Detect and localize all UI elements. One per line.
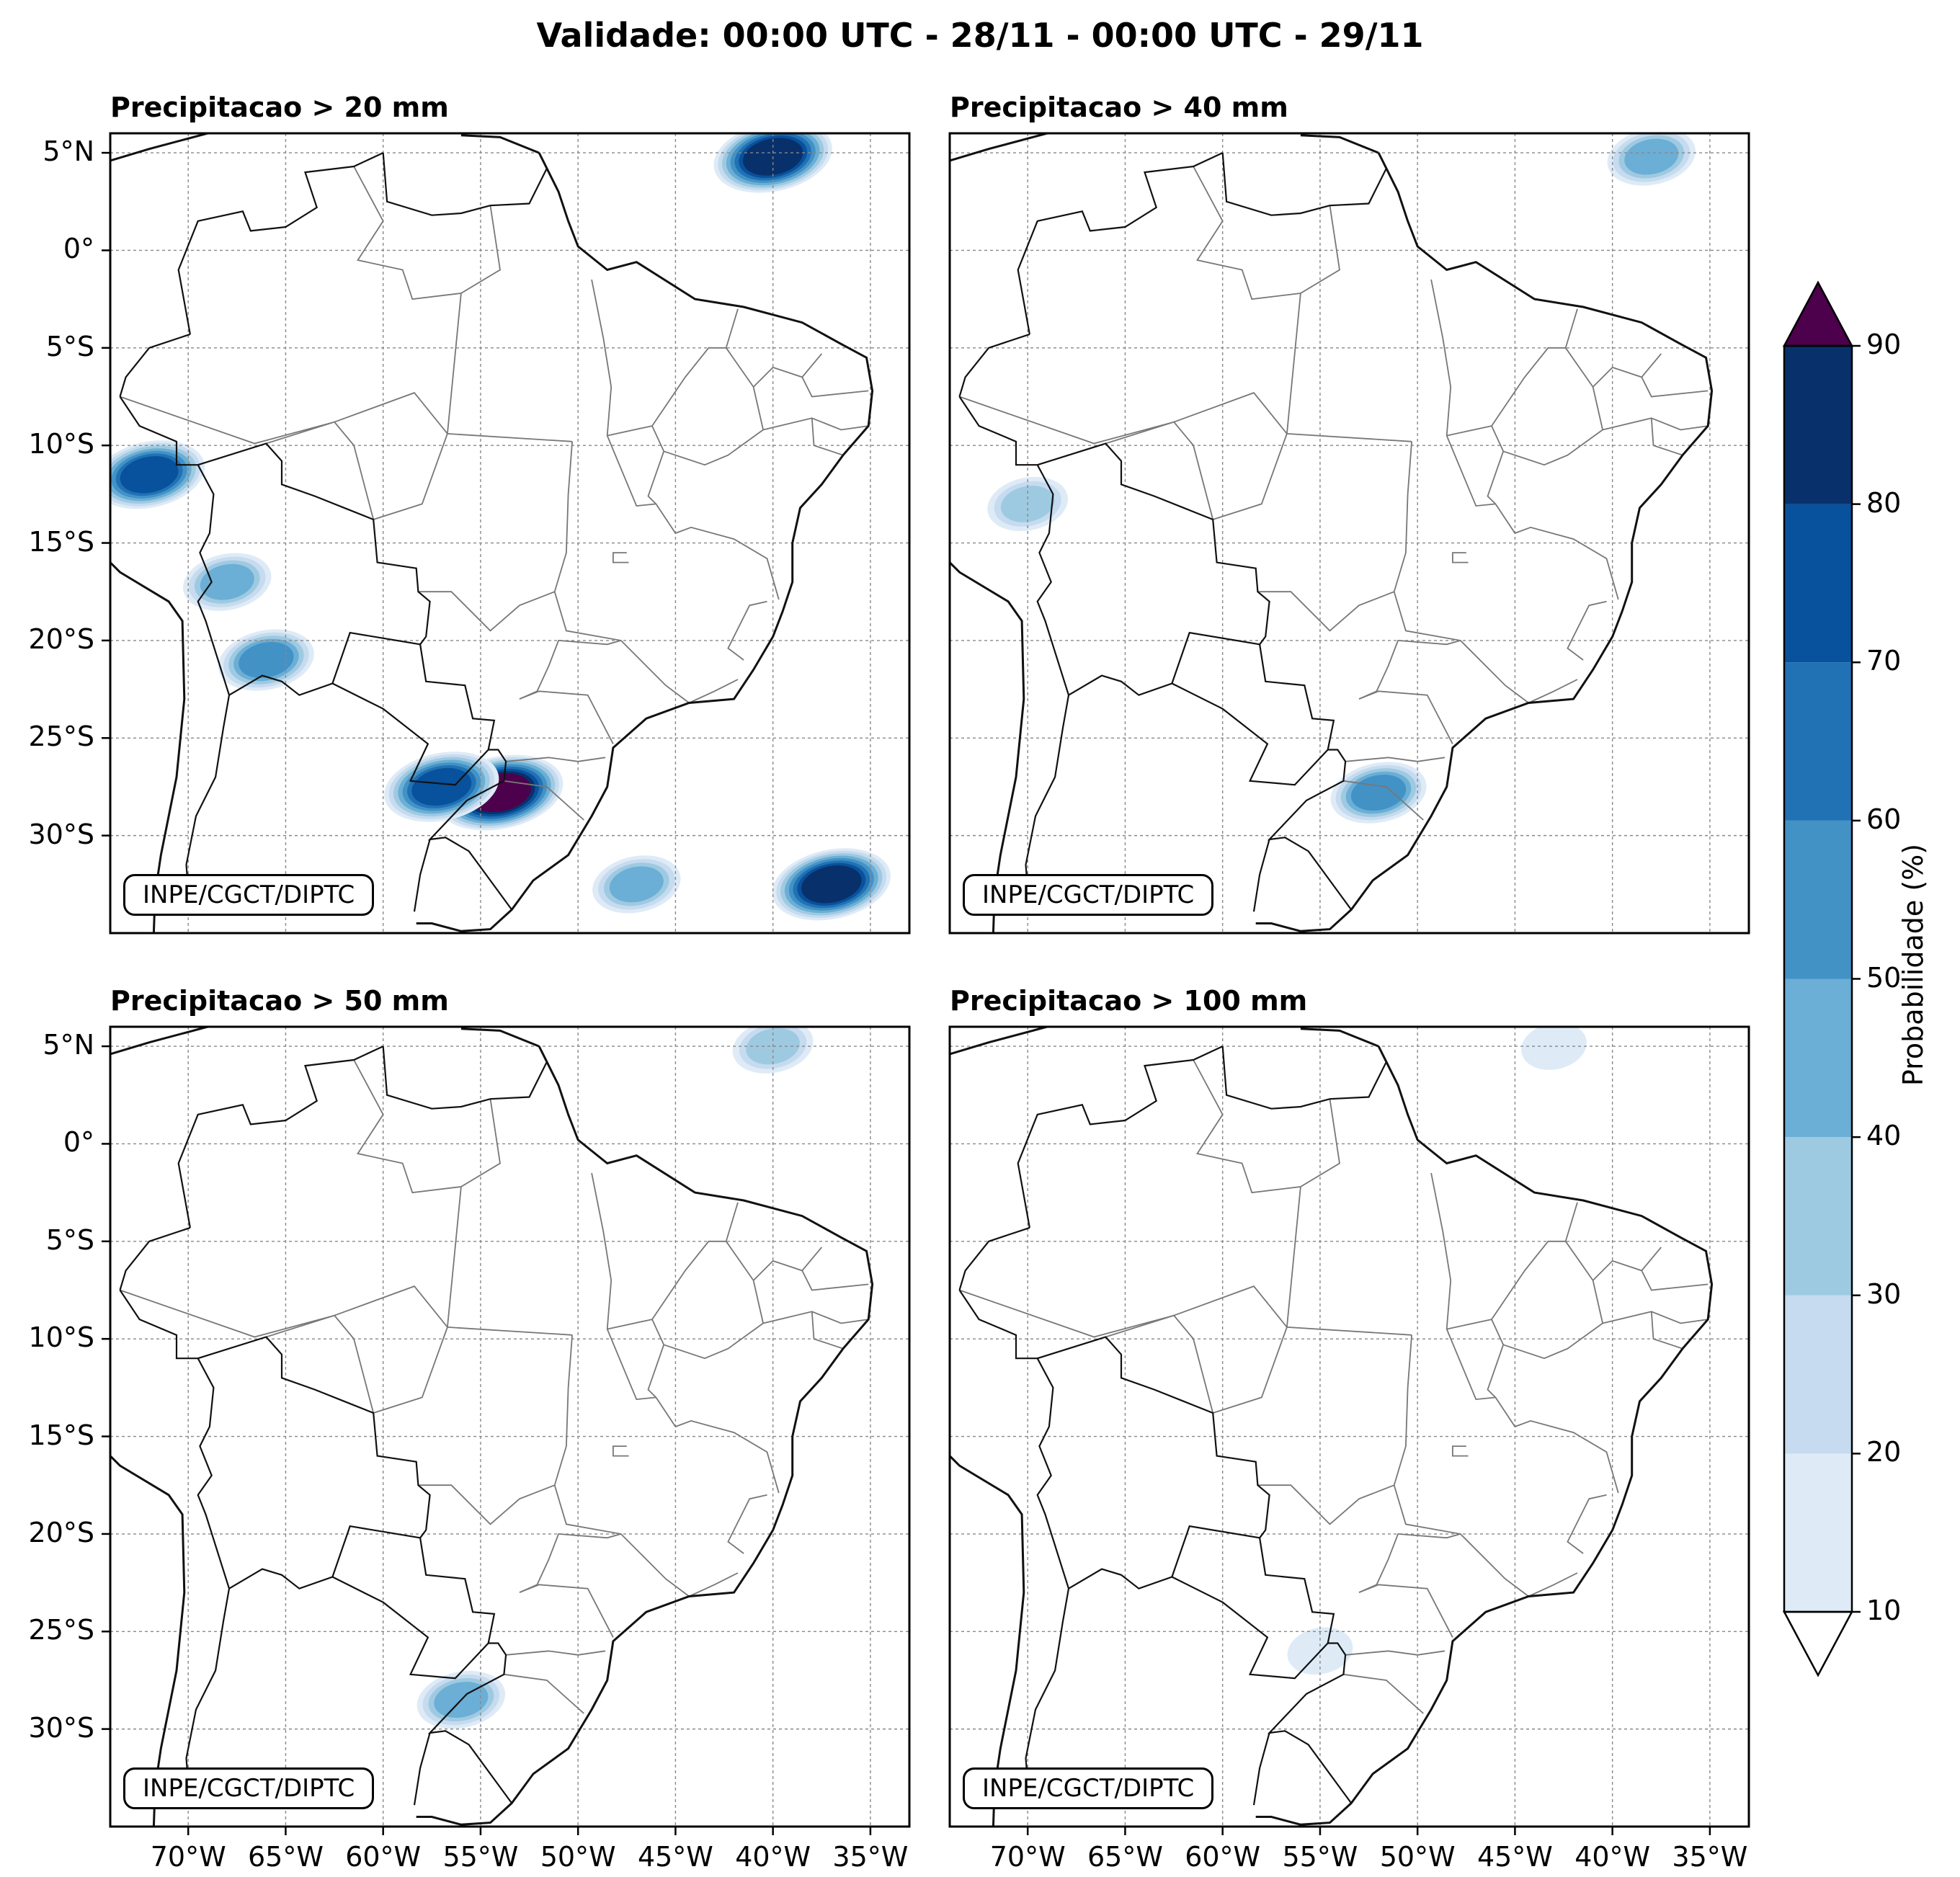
map-panel-1 bbox=[110, 133, 909, 933]
lon-tick-label: 55°W bbox=[1282, 1841, 1358, 1873]
lat-tick-label: 20°S bbox=[28, 623, 94, 655]
lon-tick-label: 60°W bbox=[1185, 1841, 1261, 1873]
lat-tick-label: 0° bbox=[63, 1126, 94, 1159]
precip-area-p4-a1-level-10 bbox=[1521, 1027, 1587, 1070]
colorbar-segment bbox=[1784, 1137, 1852, 1296]
colorbar-segment bbox=[1784, 504, 1852, 663]
colorbar-under-triangle bbox=[1782, 1610, 1854, 1677]
colorbar-segment bbox=[1784, 346, 1852, 504]
lon-tick-label: 35°W bbox=[832, 1841, 909, 1873]
lon-tick-label: 70°W bbox=[989, 1841, 1066, 1873]
precip-area-p2-a2-level-40 bbox=[1624, 138, 1679, 175]
colorbar-segment bbox=[1784, 1295, 1852, 1454]
watermark-badge: INPE/CGCT/DIPTC bbox=[963, 874, 1214, 916]
lat-tick-label: 15°S bbox=[28, 1419, 94, 1451]
map-panel-3 bbox=[110, 1027, 909, 1827]
precip-area-p1-a8-level-40 bbox=[609, 866, 664, 903]
colorbar-segment bbox=[1784, 978, 1852, 1138]
colorbar-tick-label: 10 bbox=[1866, 1595, 1902, 1626]
lat-tick-label: 30°S bbox=[28, 818, 94, 850]
lon-tick-label: 60°W bbox=[345, 1841, 422, 1873]
panel-title-1: Precipitacao > 20 mm bbox=[110, 92, 449, 123]
colorbar-tick-label: 70 bbox=[1866, 645, 1902, 677]
lat-tick-label: 30°S bbox=[28, 1711, 94, 1744]
precip-area-p1-a5-level-70 bbox=[120, 456, 179, 494]
colorbar-label: Probabilidade (%) bbox=[1897, 843, 1930, 1086]
lat-tick-label: 10°S bbox=[28, 1321, 94, 1354]
watermark-badge: INPE/CGCT/DIPTC bbox=[963, 1767, 1214, 1809]
lat-tick-label: 5°S bbox=[45, 330, 94, 362]
colorbar-tick-label: 60 bbox=[1866, 803, 1902, 835]
lat-tick-label: 5°N bbox=[43, 135, 94, 168]
colorbar-segment bbox=[1784, 662, 1852, 821]
lon-tick-label: 55°W bbox=[442, 1841, 519, 1873]
lon-tick-label: 50°W bbox=[1379, 1841, 1456, 1873]
colorbar-tick-label: 20 bbox=[1866, 1436, 1902, 1468]
lat-tick-label: 20°S bbox=[28, 1516, 94, 1548]
lat-tick-label: 5°S bbox=[45, 1223, 94, 1256]
lat-tick-label: 10°S bbox=[28, 428, 94, 460]
precip-area-p1-a7-level-50 bbox=[239, 641, 294, 678]
colorbar-over-triangle bbox=[1782, 280, 1854, 347]
lon-tick-label: 45°W bbox=[637, 1841, 713, 1873]
precip-area-p1-a2-level-70 bbox=[411, 767, 472, 806]
colorbar-tick-label: 40 bbox=[1866, 1120, 1902, 1152]
lat-tick-label: 25°S bbox=[28, 1614, 94, 1646]
map-frame-3 bbox=[109, 1025, 911, 1828]
colorbar-tick-label: 90 bbox=[1866, 329, 1902, 360]
watermark-badge: INPE/CGCT/DIPTC bbox=[123, 874, 375, 916]
lat-tick-label: 5°N bbox=[43, 1029, 94, 1061]
lat-tick-label: 0° bbox=[63, 233, 94, 265]
lon-tick-label: 65°W bbox=[247, 1841, 324, 1873]
colorbar-segment bbox=[1784, 820, 1852, 979]
panel-title-2: Precipitacao > 40 mm bbox=[950, 92, 1288, 123]
precip-area-p1-a6-level-40 bbox=[200, 563, 254, 600]
lon-tick-label: 40°W bbox=[735, 1841, 811, 1873]
lon-tick-label: 45°W bbox=[1476, 1841, 1553, 1873]
map-panel-2 bbox=[950, 133, 1749, 933]
map-frame-2 bbox=[948, 132, 1750, 935]
lon-tick-label: 40°W bbox=[1574, 1841, 1651, 1873]
lon-tick-label: 70°W bbox=[150, 1841, 226, 1873]
map-panel-4 bbox=[950, 1027, 1749, 1827]
watermark-badge: INPE/CGCT/DIPTC bbox=[123, 1767, 375, 1809]
colorbar-segment bbox=[1784, 1453, 1852, 1612]
precip-area-p1-a4-level-80 bbox=[801, 865, 862, 904]
colorbar-tick-label: 50 bbox=[1866, 961, 1902, 994]
lat-tick-label: 15°S bbox=[28, 525, 94, 558]
lon-tick-label: 65°W bbox=[1087, 1841, 1163, 1873]
lon-tick-label: 50°W bbox=[540, 1841, 616, 1873]
colorbar-tick-label: 30 bbox=[1866, 1278, 1902, 1310]
map-frame-4 bbox=[948, 1025, 1750, 1828]
panel-title-4: Precipitacao > 100 mm bbox=[950, 985, 1308, 1017]
lat-tick-label: 25°S bbox=[28, 721, 94, 753]
figure-title: Validade: 00:00 UTC - 28/11 - 00:00 UTC … bbox=[536, 16, 1424, 55]
colorbar-tick-label: 80 bbox=[1866, 486, 1902, 519]
panel-title-3: Precipitacao > 50 mm bbox=[110, 985, 449, 1017]
lon-tick-label: 35°W bbox=[1672, 1841, 1748, 1873]
map-frame-1 bbox=[109, 132, 911, 935]
